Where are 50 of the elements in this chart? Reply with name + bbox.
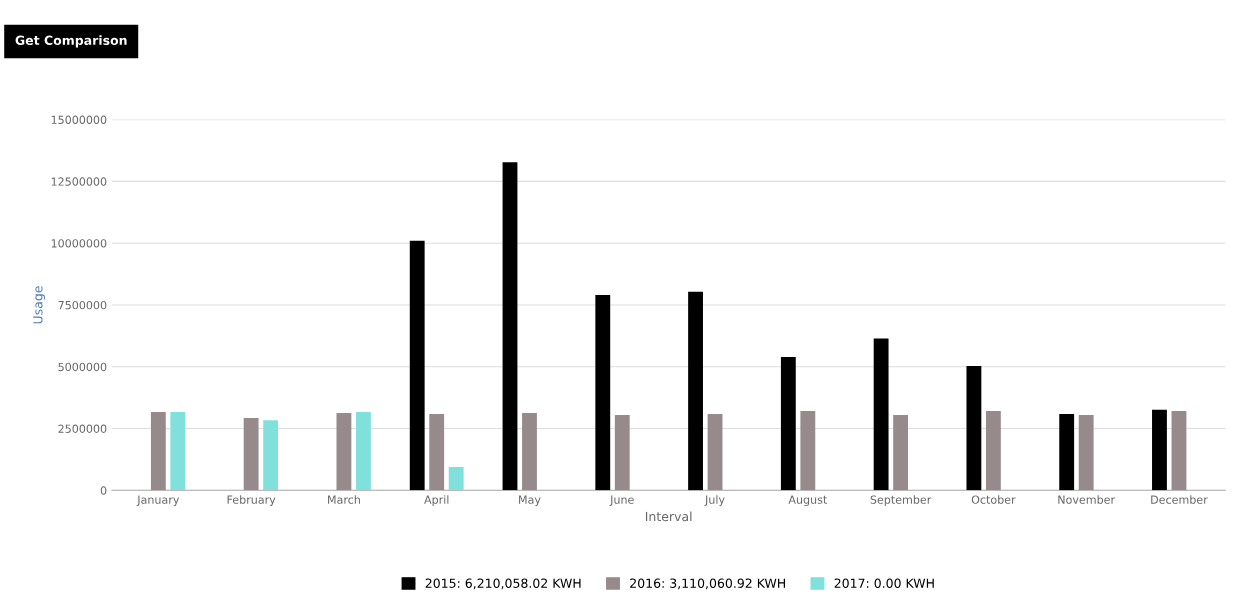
y-tick-label: 0	[100, 486, 107, 495]
y-tick-label: 10000000	[51, 239, 107, 248]
bar	[429, 413, 445, 491]
x-tick-label: December	[1151, 495, 1208, 504]
bar	[336, 412, 352, 491]
bar	[409, 240, 425, 491]
bar	[985, 411, 1001, 491]
bar	[1078, 414, 1094, 491]
bar	[1152, 409, 1167, 491]
y-tick-label: 5000000	[58, 362, 107, 372]
x-tick-label: November	[1058, 495, 1116, 504]
bar	[688, 291, 703, 491]
text: Get Comparison	[15, 35, 127, 48]
y-tick-label: 2500000	[58, 424, 107, 433]
bar	[448, 466, 464, 491]
legend-label: 2017: 0.00 KWH	[834, 578, 934, 588]
x-tick-label: April	[424, 495, 449, 506]
x-tick-label: October	[971, 495, 1016, 504]
x-tick-label: February	[227, 495, 276, 506]
y-axis-title: Usage	[33, 286, 45, 324]
bar	[263, 420, 279, 491]
x-tick-label: January	[136, 495, 180, 506]
y-tick-label: 15000000	[51, 115, 107, 124]
bar	[800, 411, 816, 491]
y-tick-label: 7500000	[58, 300, 107, 310]
y-tick-label: 12500000	[51, 177, 107, 186]
bar	[170, 412, 186, 491]
bar	[1171, 411, 1187, 491]
bar	[522, 412, 537, 491]
bar	[893, 414, 909, 491]
x-tick-label: June	[609, 495, 634, 506]
bar	[243, 417, 259, 491]
bar	[502, 162, 518, 491]
bar	[707, 413, 723, 491]
bar	[966, 366, 982, 491]
bar	[780, 356, 796, 491]
bar	[873, 338, 889, 491]
legend-label: 2015: 6,210,058.02 KWH	[425, 578, 581, 590]
x-tick-label: March	[328, 495, 360, 504]
bar	[355, 412, 371, 491]
bar	[1059, 413, 1075, 491]
x-tick-label: August	[788, 495, 827, 506]
x-tick-label: July	[704, 495, 725, 506]
x-tick-label: September	[870, 495, 932, 506]
bar	[595, 295, 611, 491]
bar	[614, 414, 630, 491]
x-tick-label: May	[519, 495, 541, 506]
x-axis-title: Interval	[645, 511, 692, 522]
legend-label: 2016: 3,110,060.92 KWH	[630, 578, 785, 590]
bar	[150, 412, 166, 491]
